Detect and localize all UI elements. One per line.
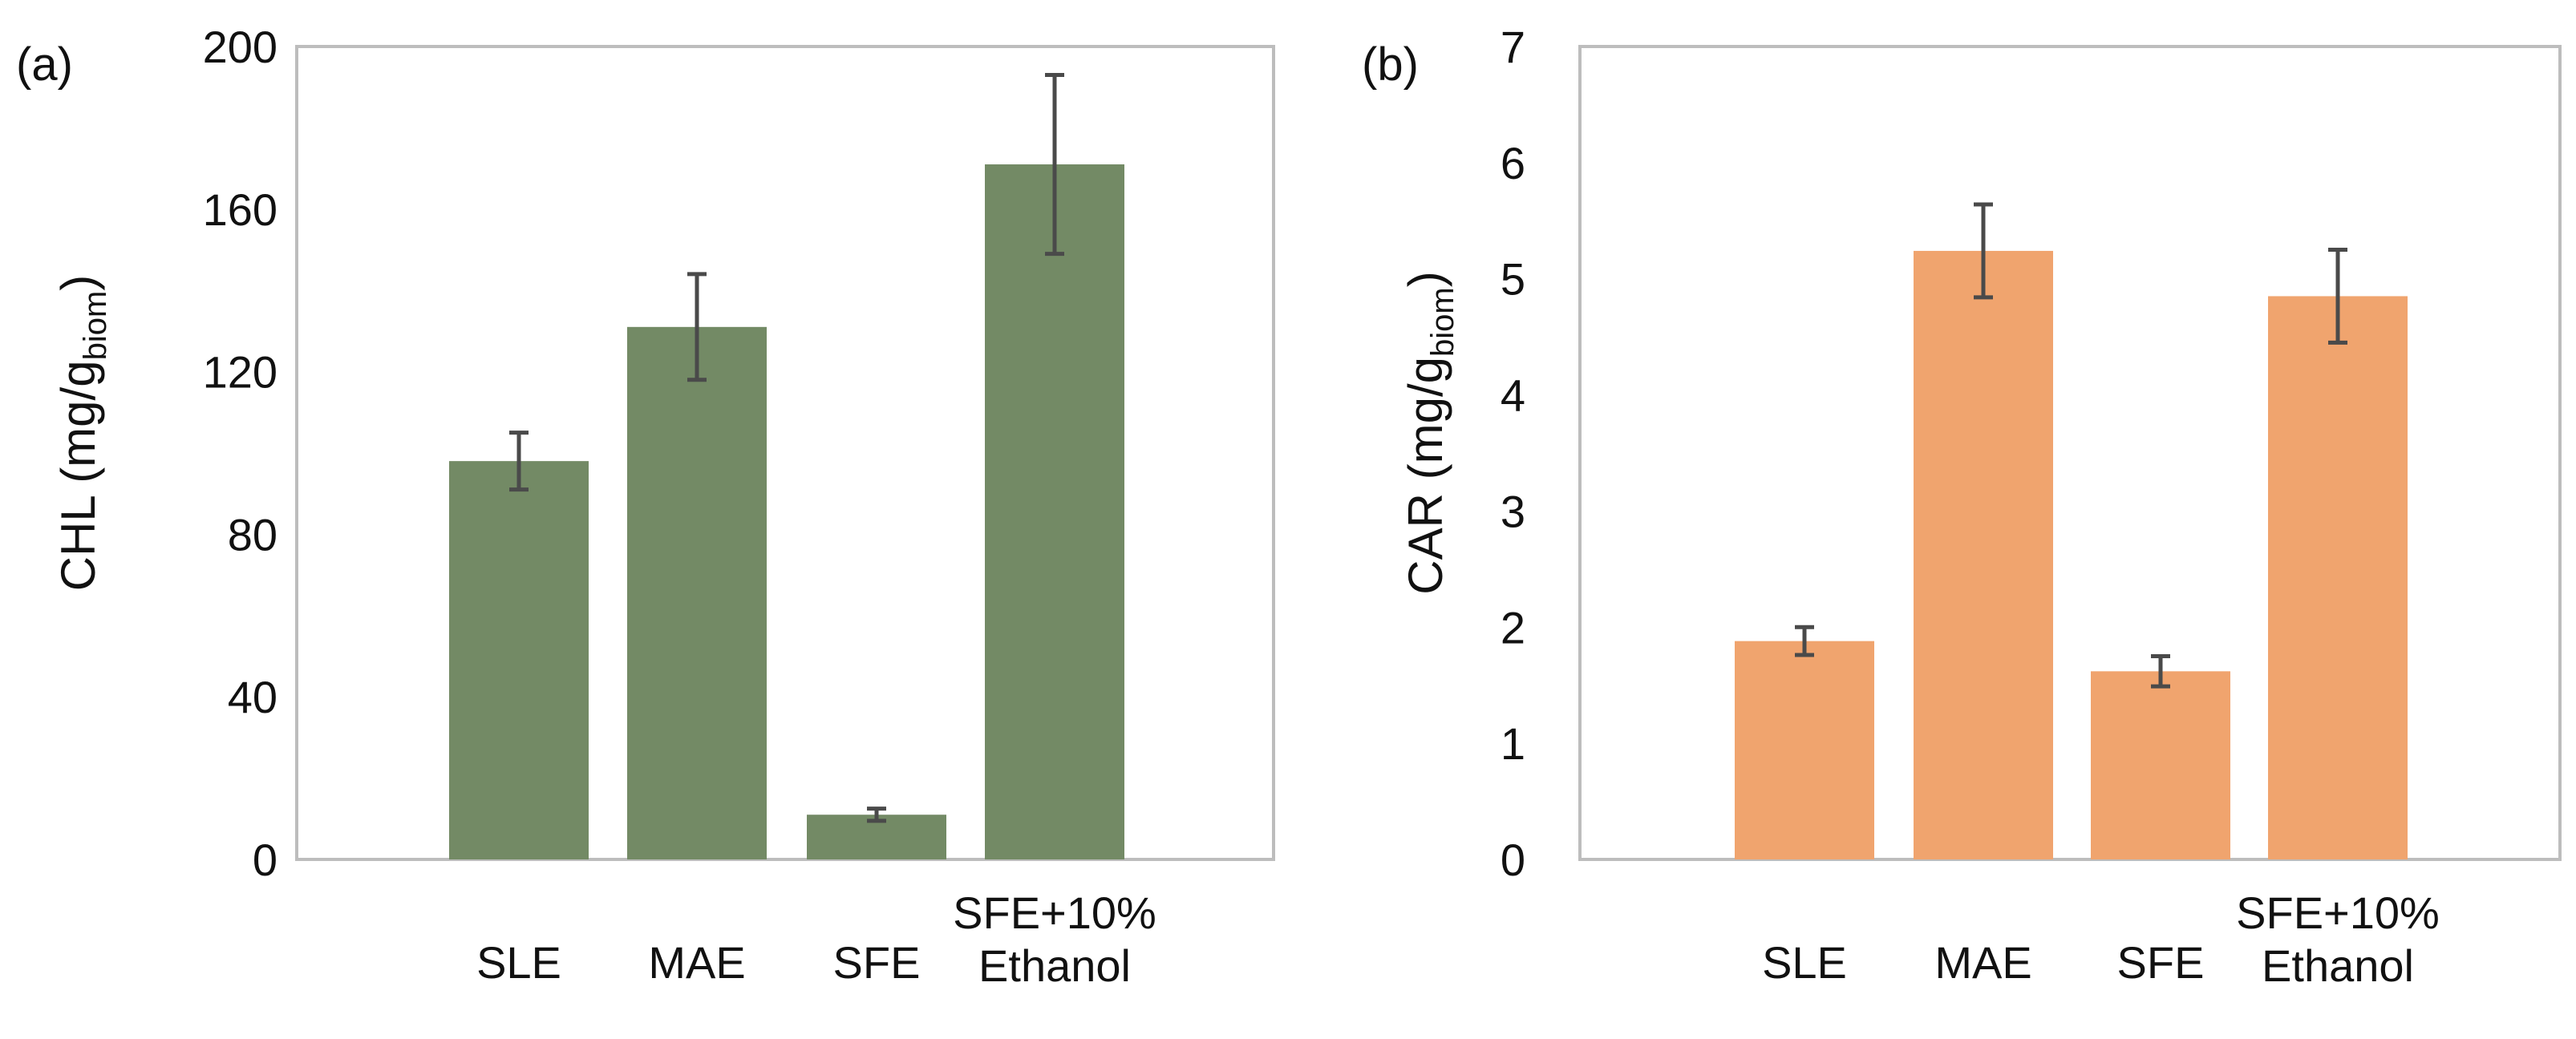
y-axis-label-b-close: ) <box>1399 271 1452 287</box>
y-tick-label: 200 <box>203 22 277 72</box>
y-axis-label-b-main: CAR (mg/g <box>1399 357 1452 595</box>
y-axis-label-a-close: ) <box>51 275 105 291</box>
error-bars-a <box>509 72 1064 823</box>
y-axis-label-b-sub: biom <box>1425 287 1460 357</box>
bar-sle <box>1735 641 1874 859</box>
x-category-label: SFE <box>2117 937 2205 988</box>
x-category-label: SLE <box>1762 937 1847 988</box>
y-tick-label: 80 <box>228 509 277 560</box>
error-bar <box>509 431 529 492</box>
y-tick-label: 0 <box>253 835 277 885</box>
x-category-label-line: SLE <box>476 937 561 988</box>
plot-frame-b <box>1578 45 2562 861</box>
y-axis-label-b: CAR (mg/gbiom) <box>1399 271 1460 594</box>
y-ticks-a: 0 40 80 120 160 200 <box>203 22 277 885</box>
error-bar <box>1795 625 1814 657</box>
bars-a <box>449 164 1124 860</box>
chart-panel-b: (b) CAR (mg/gbiom) 0 1 2 3 4 5 6 7 SLE MAE SFE SFE… <box>1362 22 2562 991</box>
bar-mae <box>1914 250 2053 859</box>
error-bar <box>2151 654 2170 689</box>
x-category-label: SFE <box>833 937 921 988</box>
bars-b <box>1735 250 2408 859</box>
y-tick-label: 3 <box>1501 486 1525 536</box>
x-category-label-line: Ethanol <box>978 940 1131 991</box>
x-category-label-line: MAE <box>1934 937 2031 988</box>
y-tick-label: 0 <box>1501 835 1525 885</box>
x-category-label: MAE <box>1934 937 2031 988</box>
x-categories-a: SLE MAE SFE SFE+10% Ethanol <box>476 887 1156 991</box>
y-tick-label: 40 <box>228 672 277 722</box>
y-tick-label: 2 <box>1501 602 1525 653</box>
x-category-label: SFE+10% Ethanol <box>2236 887 2440 991</box>
y-tick-label: 1 <box>1501 718 1525 769</box>
x-category-label-line: SFE <box>2117 937 2205 988</box>
y-tick-label: 4 <box>1501 370 1525 421</box>
x-category-label-line: MAE <box>648 937 745 988</box>
x-category-label-line: SLE <box>1762 937 1847 988</box>
x-category-label: SLE <box>476 937 561 988</box>
y-tick-label: 160 <box>203 184 277 235</box>
y-axis-label-a: CHL (mg/gbiom) <box>51 275 113 592</box>
bar-sfe-10- <box>2268 296 2408 859</box>
error-bar <box>867 807 886 823</box>
error-bar <box>687 272 707 382</box>
y-tick-label: 7 <box>1501 22 1525 72</box>
error-bar <box>1045 72 1064 257</box>
error-bars-b <box>1795 202 2347 689</box>
chart-panel-a: (a) CHL (mg/gbiom) 0 40 80 120 160 200 SLE MAE… <box>16 22 1275 991</box>
y-axis-label-a-sub: biom <box>78 291 113 361</box>
y-tick-label: 6 <box>1501 138 1525 188</box>
y-tick-label: 5 <box>1501 254 1525 305</box>
y-axis-label-a-main: CHL (mg/g <box>51 360 105 591</box>
y-tick-label: 120 <box>203 347 277 398</box>
panel-label-a: (a) <box>16 38 73 91</box>
x-category-label-line: SFE+10% <box>953 887 1156 938</box>
error-bar <box>1974 202 1993 300</box>
x-category-label-line: Ethanol <box>2262 940 2414 991</box>
x-category-label: MAE <box>648 937 745 988</box>
panel-label-b: (b) <box>1362 38 1419 91</box>
error-bar <box>2328 248 2347 345</box>
plot-frame-a <box>295 45 1275 861</box>
bar-sfe <box>2091 671 2230 859</box>
y-ticks-b: 0 1 2 3 4 5 6 7 <box>1501 22 1525 885</box>
bar-sle <box>449 461 589 859</box>
x-category-label-line: SFE <box>833 937 921 988</box>
bar-mae <box>627 326 767 860</box>
x-category-label-line: SFE+10% <box>2236 887 2440 938</box>
x-categories-b: SLE MAE SFE SFE+10% Ethanol <box>1762 887 2440 991</box>
bar-sfe-10- <box>985 164 1124 859</box>
x-category-label: SFE+10% Ethanol <box>953 887 1156 991</box>
